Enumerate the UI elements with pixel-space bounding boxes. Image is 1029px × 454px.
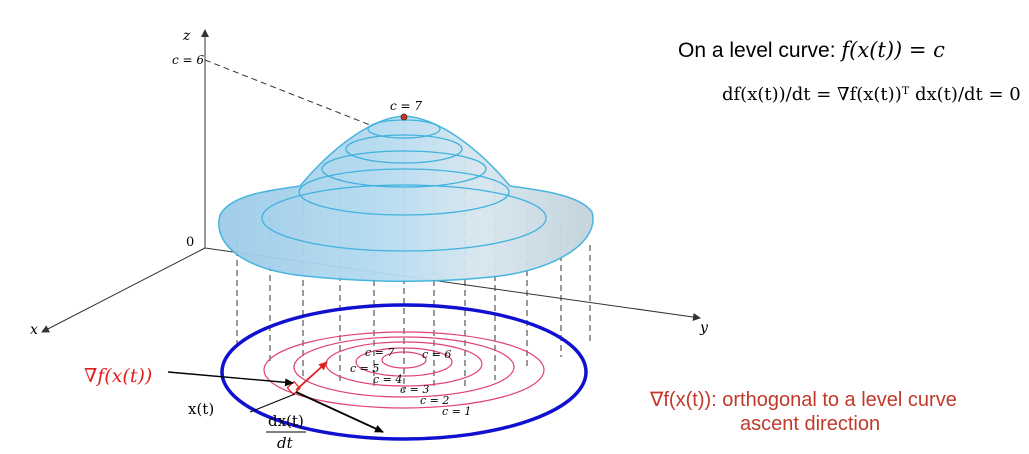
origin-label: 0 [186, 235, 194, 250]
tangent-label: dx(t) dt [266, 412, 306, 452]
contour-label-c6: c = 6 [422, 348, 451, 361]
contour-label-c5: c = 5 [350, 362, 379, 375]
x-axis-label: x [30, 322, 38, 338]
contour-label-c1: c = 1 [442, 405, 471, 418]
contour-label-c7: c = 7 [365, 346, 394, 359]
tangent-vector [295, 391, 384, 433]
derivative-equation: df(x(t))/dt = ∇f(x(t))ᵀ dx(t)/dt = 0 [722, 84, 1021, 105]
tangent-numerator: dx(t) [268, 412, 304, 430]
x-axis [41, 247, 206, 333]
contour-label-c4: c = 4 [373, 373, 402, 386]
surface [218, 115, 594, 282]
level-curve-prefix: On a level curve: [678, 39, 842, 62]
gradient-label: ∇f(x(t)) [84, 365, 152, 387]
contour-label-c3: c = 3 [400, 383, 429, 396]
gradient-vector [295, 361, 328, 391]
y-axis-label: y [699, 320, 709, 336]
orthogonal-note-line1: ∇f(x(t)): orthogonal to a level curve [650, 389, 957, 411]
outer-level-curve [220, 303, 588, 441]
surface-contours [261, 119, 547, 252]
ground-contours [263, 331, 545, 409]
gradient-pointer [167, 371, 294, 387]
peak-point [400, 113, 408, 121]
c6-dashed-line [204, 59, 371, 126]
position-pointer [249, 393, 296, 413]
contour-label-c2: c = 2 [420, 394, 449, 407]
c6-axis-label: c = 6 [172, 53, 204, 67]
orthogonal-note: ∇f(x(t)): orthogonal to a level curve as… [650, 388, 957, 436]
level-curve-equation: On a level curve: f(x(t)) = c [678, 38, 945, 63]
position-label: x(t) [188, 400, 214, 418]
z-axis-label: z [182, 28, 191, 44]
peak-label: c = 7 [390, 99, 422, 113]
tangent-denominator: dt [277, 434, 294, 452]
level-curve-formula: f(x(t)) = c [841, 38, 945, 62]
orthogonal-note-line2: ascent direction [740, 413, 881, 435]
